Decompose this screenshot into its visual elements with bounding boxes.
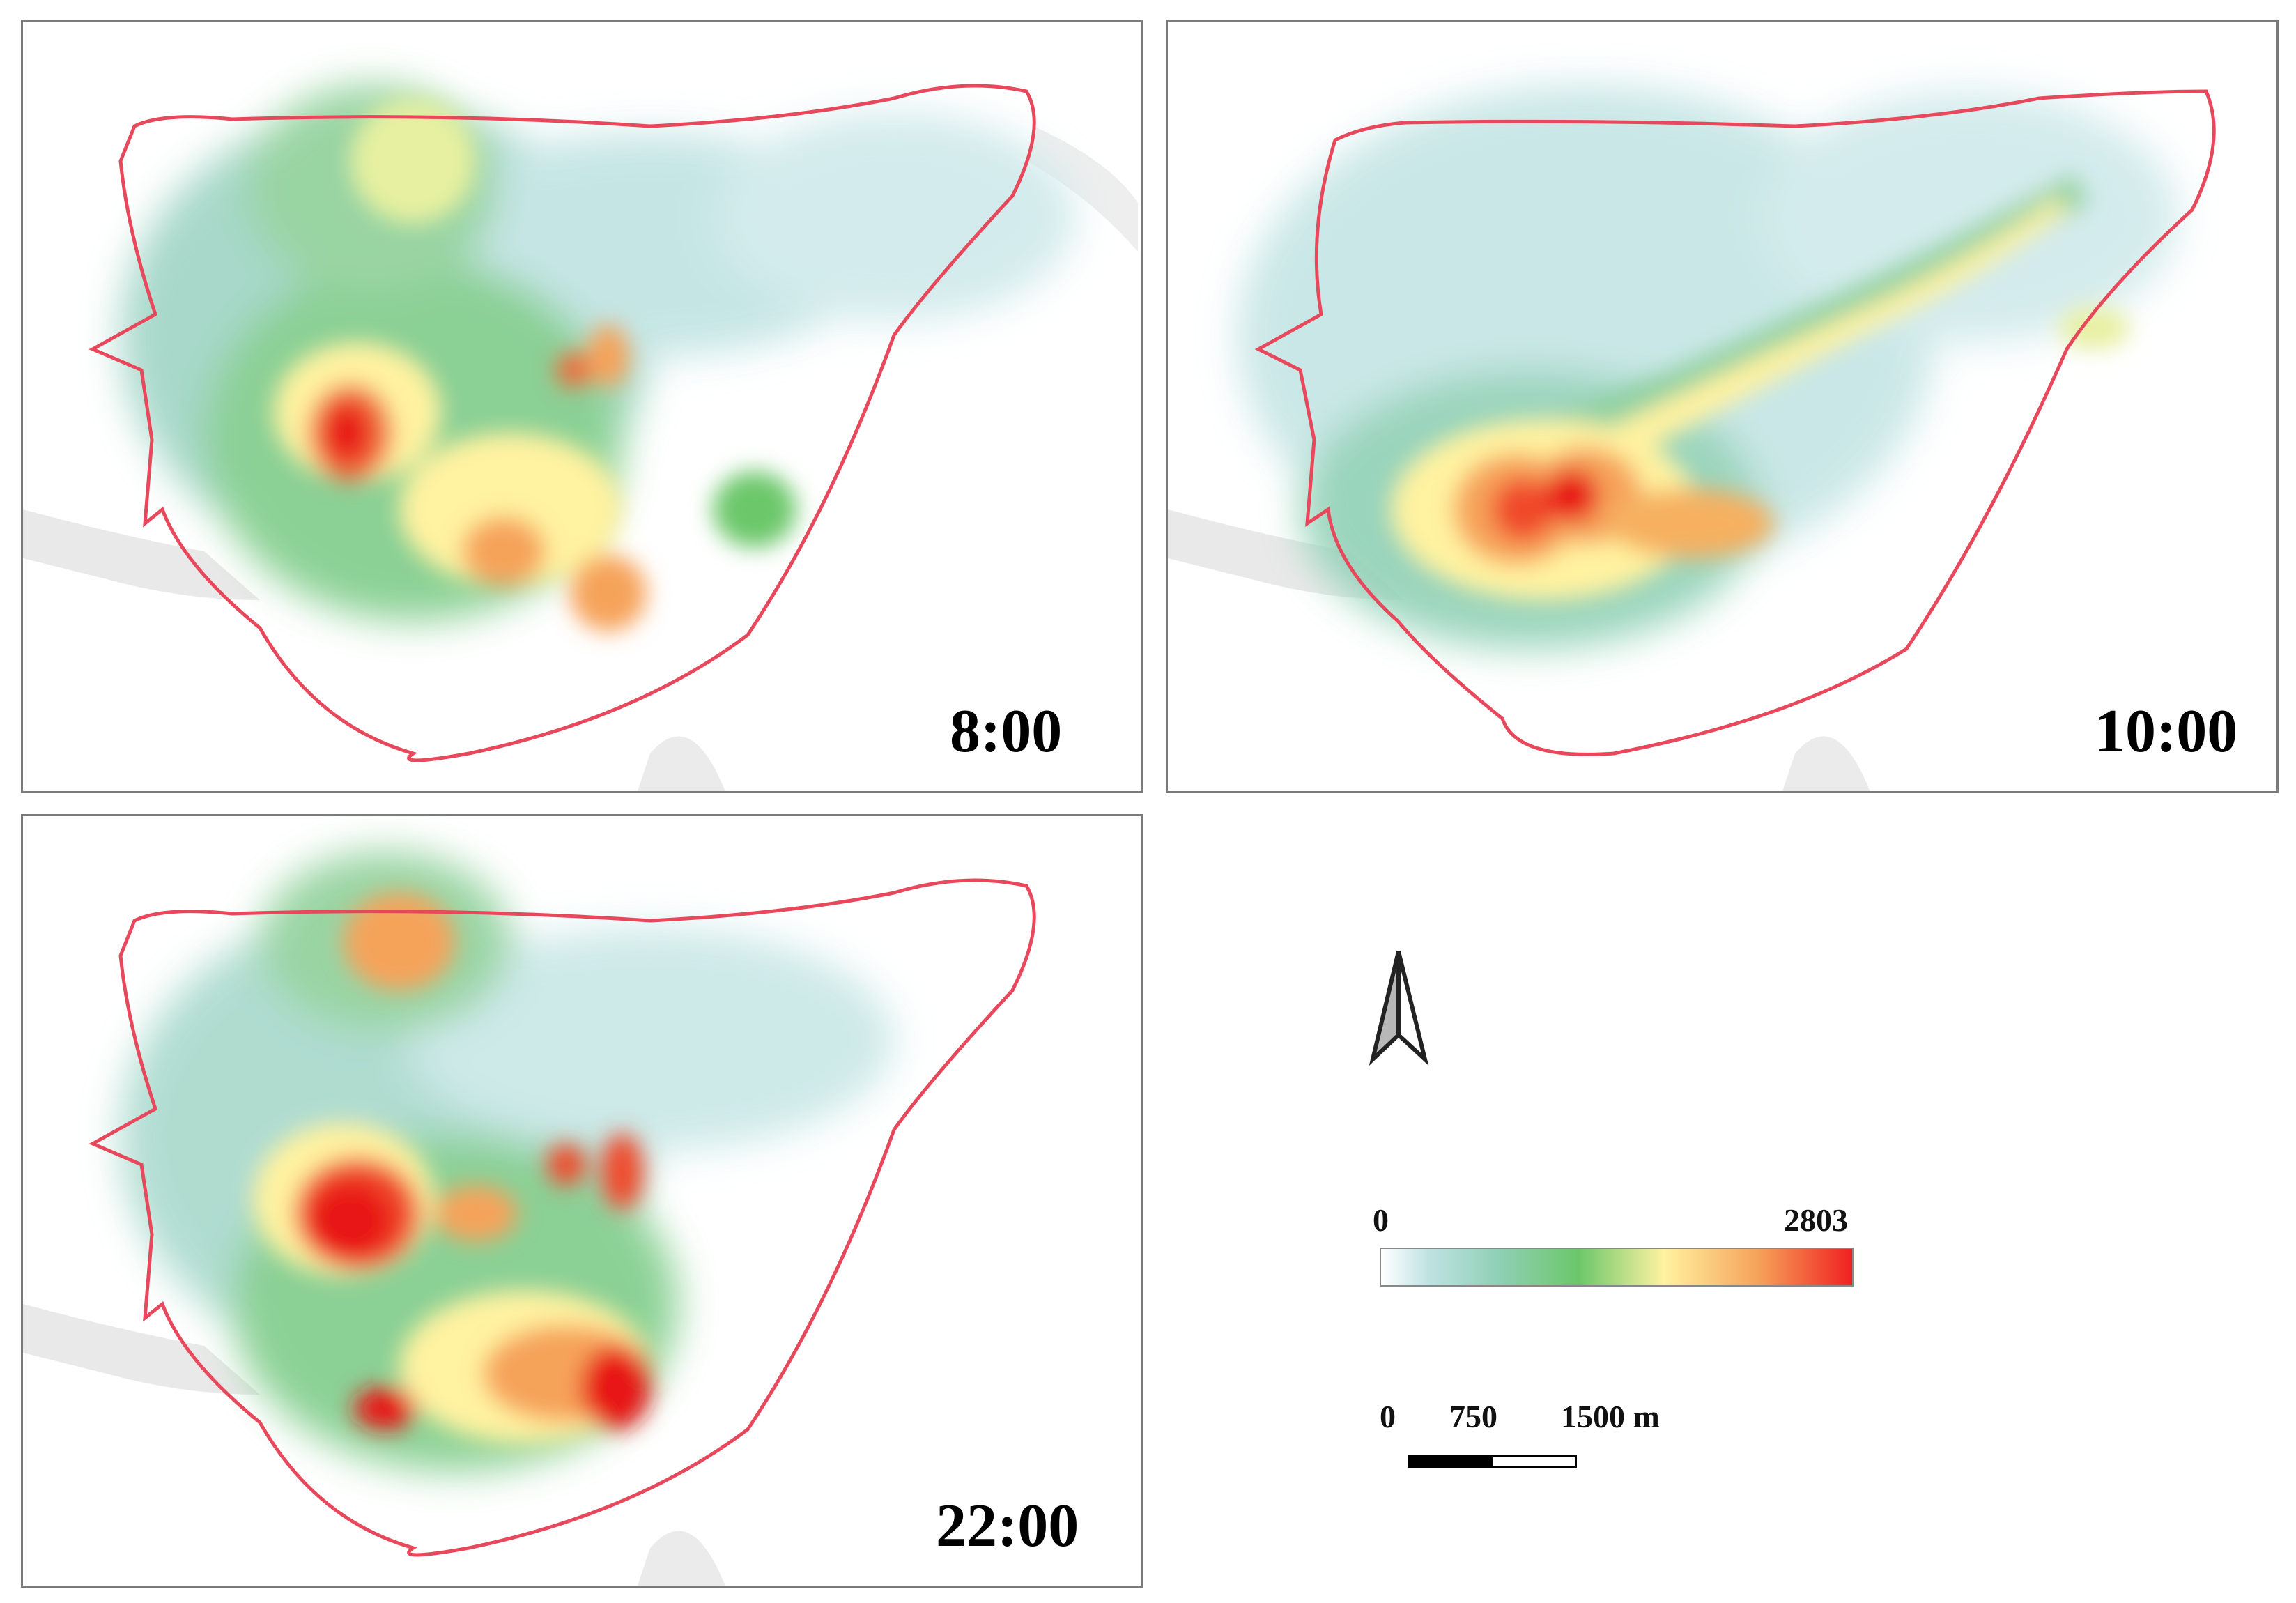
legend-area: 0 2803 0 750 1500 m (1171, 802, 2296, 1603)
scale-label-1500: 1500 m (1561, 1399, 1660, 1434)
scale-label-750: 750 (1449, 1399, 1497, 1434)
heatmap-2200 (23, 851, 1036, 1586)
time-label: 10:00 (2095, 698, 2238, 765)
north-arrow-icon (1369, 951, 1428, 1066)
scale-label-0: 0 (1380, 1399, 1396, 1434)
heatmap-1000 (1168, 84, 2216, 791)
map-panel-0800: 8:00 (21, 20, 1143, 793)
scale-bar (1408, 1455, 1577, 1468)
colorbar (1380, 1248, 1854, 1287)
colorbar-min-label: 0 (1373, 1202, 1389, 1238)
map-panel-1000: 10:00 (1166, 20, 2279, 793)
heatmap-0800 (23, 84, 1138, 791)
time-label: 8:00 (950, 698, 1063, 765)
time-label: 22:00 (936, 1492, 1079, 1560)
map-panel-2200: 22:00 (21, 814, 1143, 1588)
colorbar-max-label: 2803 (1784, 1202, 1848, 1238)
